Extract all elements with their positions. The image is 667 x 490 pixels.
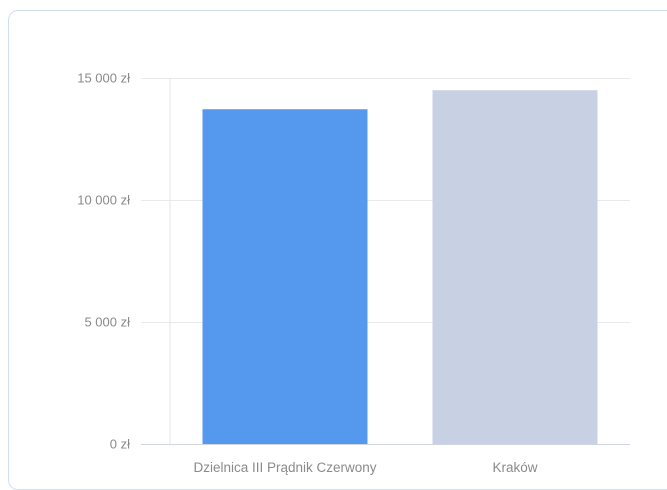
y-tick-label-2: 10 000 zł [77,193,130,208]
bars [202,90,598,445]
y-tick-label-0: 0 zł [110,437,130,452]
y-axis-ticks: 0 zł 5 000 zł 10 000 zł 15 000 zł [77,71,130,452]
y-tick-label-1: 5 000 zł [84,315,130,330]
bar-chart: 0 zł 5 000 zł 10 000 zł 15 000 zł Dzielnica… [77,71,630,475]
x-category-label-0: Dzielnica III Prądnik Czerwony [193,460,376,475]
y-tick-label-3: 15 000 zł [77,71,130,86]
x-axis-labels: Dzielnica III Prądnik Czerwony Kraków [193,460,537,475]
bar-0[interactable] [202,109,368,445]
bar-1[interactable] [432,90,598,444]
x-category-label-1: Kraków [492,460,537,475]
